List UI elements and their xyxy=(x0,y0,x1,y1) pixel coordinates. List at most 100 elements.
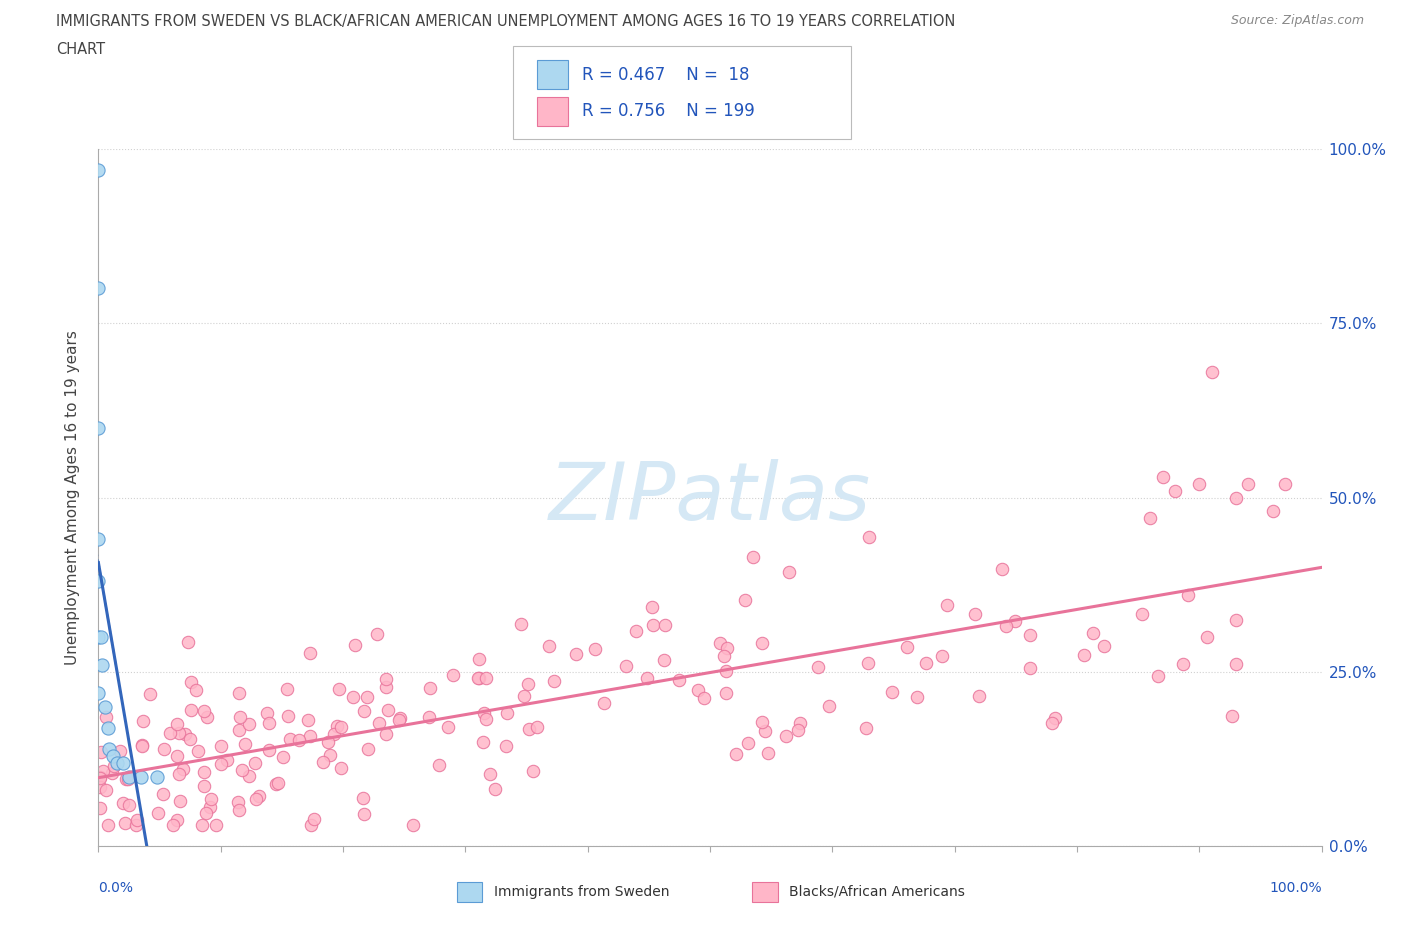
Point xyxy=(90,745,112,760)
Point xyxy=(342,690,364,705)
Point xyxy=(146,769,169,784)
Point xyxy=(100,765,122,780)
Point xyxy=(344,637,367,652)
Point xyxy=(1146,668,1168,683)
Point xyxy=(328,682,350,697)
Point xyxy=(636,671,658,685)
Point xyxy=(725,747,748,762)
Point xyxy=(855,721,877,736)
Point xyxy=(200,791,222,806)
Point xyxy=(193,704,215,719)
Point xyxy=(299,728,322,743)
Point xyxy=(474,705,496,720)
Point xyxy=(129,769,152,784)
Point xyxy=(87,630,110,644)
Point xyxy=(245,791,267,806)
Point xyxy=(152,787,174,802)
Point xyxy=(1043,711,1066,725)
Point xyxy=(87,163,110,178)
Point xyxy=(1177,588,1199,603)
Point xyxy=(257,716,280,731)
Point xyxy=(180,702,202,717)
Point xyxy=(209,738,232,753)
Point xyxy=(896,640,918,655)
Point xyxy=(907,690,929,705)
Text: Blacks/African Americans: Blacks/African Americans xyxy=(789,884,965,899)
Point xyxy=(475,711,498,726)
Point xyxy=(169,793,191,808)
Point xyxy=(789,715,811,730)
Text: ZIPatlas: ZIPatlas xyxy=(548,458,872,537)
Point xyxy=(228,710,250,724)
Point xyxy=(516,677,538,692)
Point xyxy=(101,748,124,763)
Point xyxy=(751,714,773,729)
Point xyxy=(467,671,489,685)
Point xyxy=(1225,490,1247,505)
Point xyxy=(388,713,411,728)
Point xyxy=(1225,612,1247,627)
Point xyxy=(166,813,188,828)
Point xyxy=(91,764,114,778)
Point xyxy=(238,768,260,783)
Point xyxy=(1152,470,1174,485)
Text: 100.0%: 100.0% xyxy=(1270,881,1322,896)
Point xyxy=(243,756,266,771)
Point xyxy=(388,711,411,725)
Point xyxy=(751,636,773,651)
Point xyxy=(299,818,322,833)
Point xyxy=(967,688,990,703)
Point xyxy=(162,818,184,833)
Point xyxy=(228,803,250,817)
Point xyxy=(89,771,111,786)
Point xyxy=(167,766,190,781)
Point xyxy=(256,705,278,720)
Point xyxy=(273,750,295,764)
Point xyxy=(238,717,260,732)
Point xyxy=(931,648,953,663)
Point xyxy=(87,420,110,435)
Point xyxy=(89,801,111,816)
Point xyxy=(115,772,138,787)
Point xyxy=(427,757,450,772)
Point xyxy=(368,716,391,731)
Point xyxy=(297,713,319,728)
Point xyxy=(374,679,396,694)
Point xyxy=(194,805,217,820)
Point xyxy=(1019,627,1042,642)
Point xyxy=(654,618,676,632)
Point xyxy=(323,727,346,742)
Point xyxy=(807,659,830,674)
Point xyxy=(139,686,162,701)
Point xyxy=(114,815,136,830)
Point xyxy=(228,723,250,737)
Point xyxy=(319,748,342,763)
Point xyxy=(353,703,375,718)
Point xyxy=(118,769,141,784)
Point xyxy=(1040,715,1063,730)
Point xyxy=(709,635,731,650)
Point xyxy=(775,728,797,743)
Point xyxy=(146,805,169,820)
Point xyxy=(209,757,232,772)
Point xyxy=(353,806,375,821)
Point xyxy=(537,639,560,654)
Point xyxy=(356,689,378,704)
Text: Source: ZipAtlas.com: Source: ZipAtlas.com xyxy=(1230,14,1364,27)
Point xyxy=(190,818,212,833)
Point xyxy=(1261,504,1284,519)
Text: R = 0.467    N =  18: R = 0.467 N = 18 xyxy=(582,66,749,84)
Point xyxy=(994,618,1017,633)
Point xyxy=(87,532,110,547)
Point xyxy=(914,656,936,671)
Point xyxy=(366,627,388,642)
Point xyxy=(87,685,110,700)
Point xyxy=(593,696,616,711)
Point xyxy=(131,737,153,752)
Point xyxy=(97,721,120,736)
Point xyxy=(330,760,353,775)
Point xyxy=(96,710,118,724)
Point xyxy=(377,703,399,718)
Point xyxy=(226,794,249,809)
Point xyxy=(193,778,215,793)
